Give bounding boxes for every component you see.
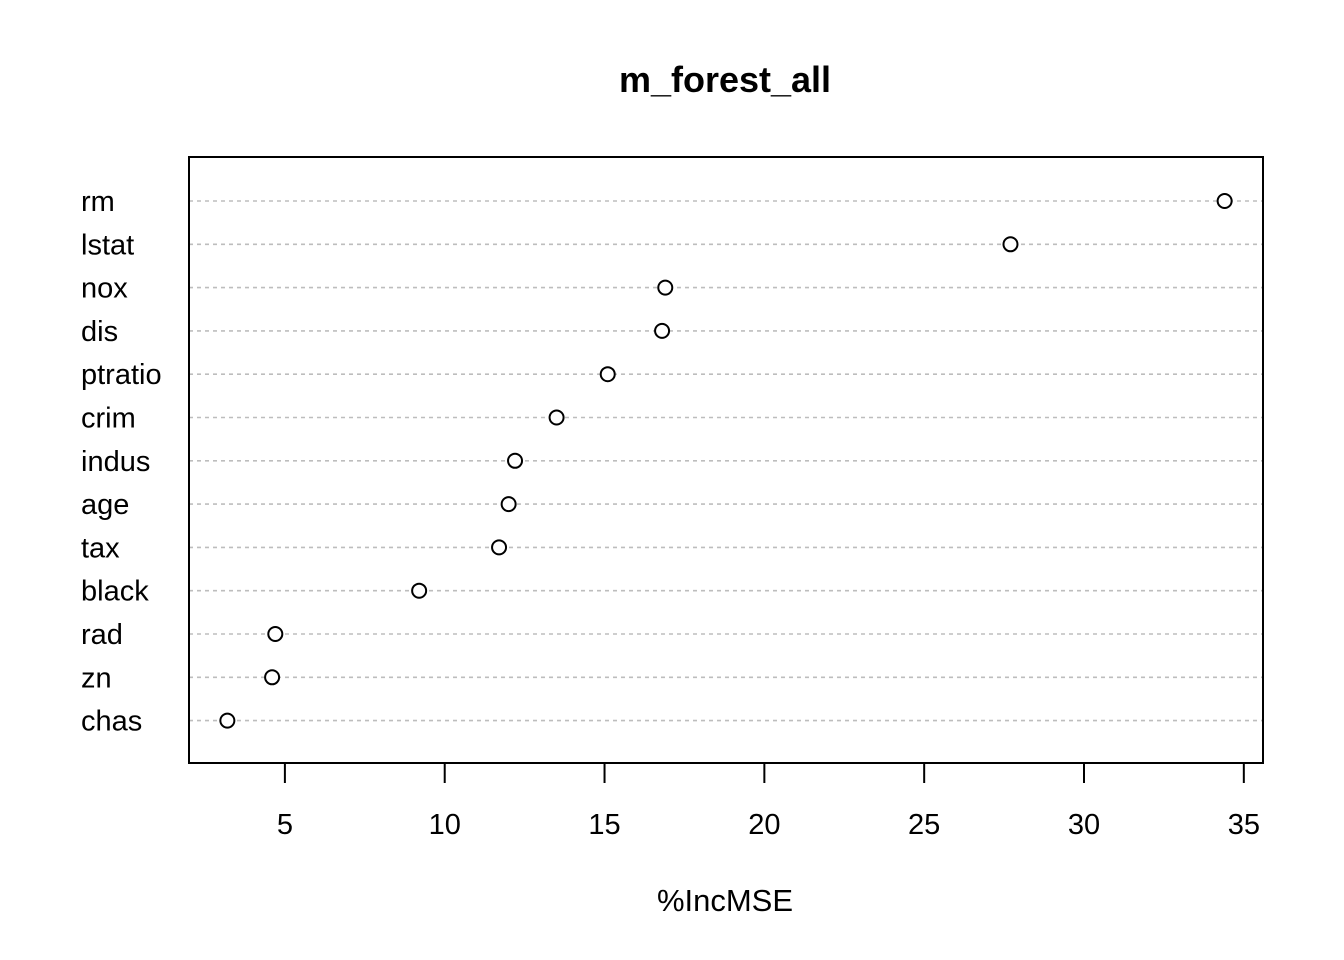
point-chas bbox=[219, 712, 236, 729]
point-nox bbox=[657, 279, 674, 296]
category-label-lstat: lstat bbox=[81, 229, 134, 261]
point-crim bbox=[548, 409, 565, 426]
x-axis: 5 10 15 20 25 30 35 bbox=[277, 763, 1260, 841]
point-rad bbox=[267, 626, 284, 642]
x-tick-label-35: 35 bbox=[1228, 809, 1260, 841]
category-label-crim: crim bbox=[81, 403, 136, 435]
x-tick-label-5: 5 bbox=[277, 809, 293, 841]
category-label-tax: tax bbox=[81, 532, 120, 564]
category-label-black: black bbox=[81, 576, 149, 608]
category-label-zn: zn bbox=[81, 662, 112, 694]
x-tick-label-10: 10 bbox=[429, 809, 461, 841]
point-indus bbox=[507, 452, 524, 469]
chart-title: m_forest_all bbox=[619, 59, 831, 100]
category-label-chas: chas bbox=[81, 706, 142, 738]
category-label-dis: dis bbox=[81, 316, 118, 348]
category-label-rad: rad bbox=[81, 619, 123, 651]
point-age bbox=[500, 496, 517, 513]
data-points bbox=[219, 193, 1233, 729]
category-label-nox: nox bbox=[81, 273, 128, 305]
plot-frame bbox=[188, 156, 1264, 764]
point-tax bbox=[491, 539, 508, 556]
category-label-indus: indus bbox=[81, 446, 150, 478]
point-dis bbox=[654, 322, 671, 339]
point-black bbox=[411, 582, 428, 599]
x-tick-label-15: 15 bbox=[588, 809, 620, 841]
category-labels: rm lstat nox dis ptratio crim indus age tax black… bbox=[81, 186, 162, 738]
point-ptratio bbox=[599, 366, 616, 383]
category-label-rm: rm bbox=[81, 186, 115, 218]
x-tick-label-25: 25 bbox=[908, 809, 940, 841]
guide-lines bbox=[189, 200, 1263, 722]
x-axis-label: %IncMSE bbox=[657, 883, 793, 918]
point-lstat bbox=[1002, 236, 1019, 253]
category-label-age: age bbox=[81, 489, 129, 521]
x-tick-label-20: 20 bbox=[748, 809, 780, 841]
x-tick-label-30: 30 bbox=[1068, 809, 1100, 841]
point-rm bbox=[1216, 193, 1233, 209]
point-zn bbox=[264, 669, 281, 686]
category-label-ptratio: ptratio bbox=[81, 359, 162, 391]
